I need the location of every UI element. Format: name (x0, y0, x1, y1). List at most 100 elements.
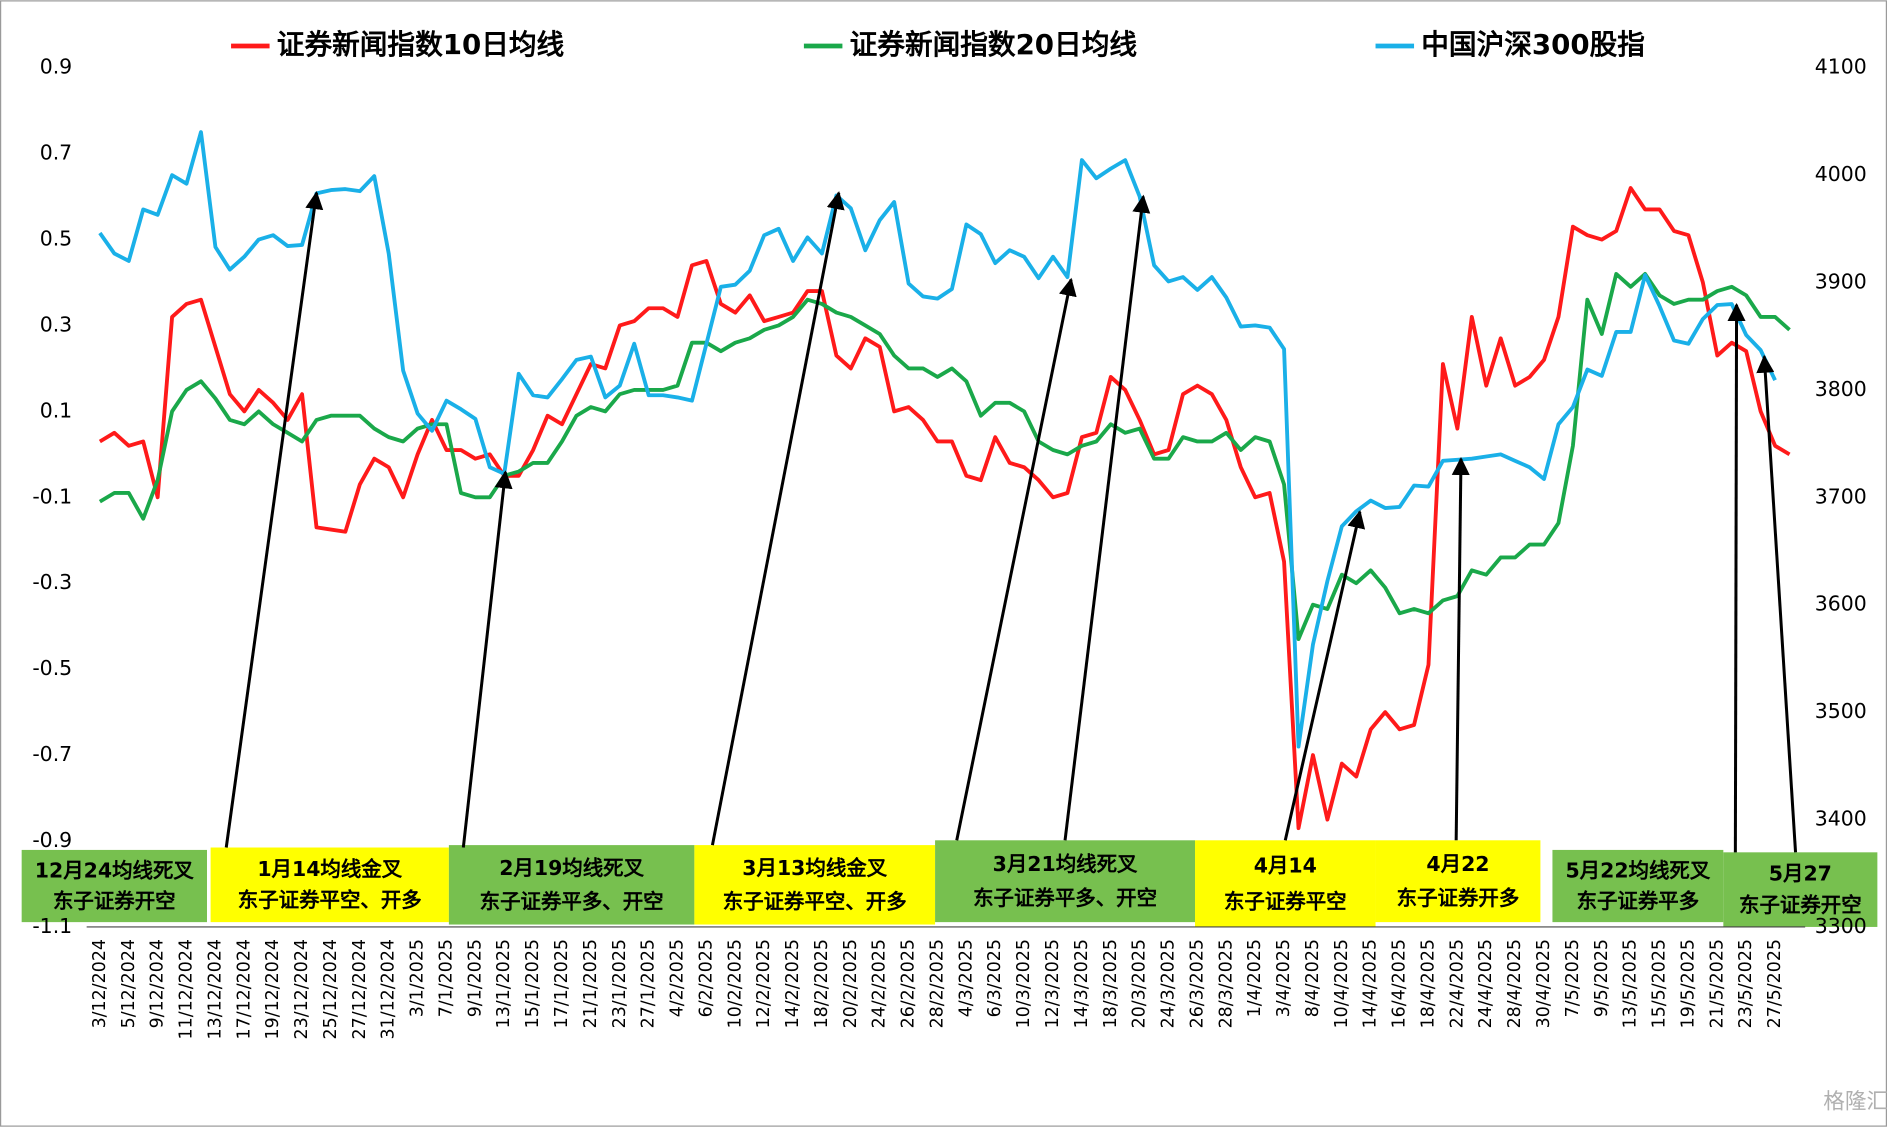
x-tick-label: 13/5/2025 (1621, 939, 1641, 1028)
y2-tick-label: 3900 (1815, 269, 1867, 293)
y2-tick-label: 3300 (1815, 914, 1867, 938)
annotation-arrow (224, 191, 324, 848)
x-tick-label: 7/1/2025 (436, 939, 456, 1017)
annotation-text: 东子证券平空、开多 (723, 889, 907, 913)
annotation-arrow (1756, 354, 1798, 853)
legend-label: 中国沪深300股指 (1421, 28, 1645, 61)
x-tick-label: 30/4/2025 (1534, 939, 1554, 1028)
legend-label: 证券新闻指数20日均线 (850, 28, 1138, 61)
x-tick-label: 28/2/2025 (927, 939, 947, 1028)
x-tick-label: 26/3/2025 (1187, 939, 1207, 1028)
annotation-arrow (1727, 302, 1746, 853)
x-tick-label: 4/3/2025 (956, 939, 976, 1017)
y2-tick-label: 3600 (1815, 592, 1867, 616)
series-layer (98, 130, 1791, 831)
annotation-box (1723, 852, 1878, 927)
x-tick-label: 5/12/2024 (119, 939, 139, 1028)
x-tick-label: 3/4/2025 (1274, 939, 1294, 1017)
x-tick-label: 15/1/2025 (523, 939, 543, 1028)
annotation-text: 东子证券平多 (1577, 889, 1700, 913)
annotation-text: 东子证券平多、开空 (480, 889, 664, 913)
y-tick-label: 0.5 (40, 227, 73, 251)
x-tick-label: 14/4/2025 (1361, 939, 1381, 1028)
series-line (98, 186, 1791, 831)
annotation-arrow (1451, 456, 1470, 841)
x-tick-label: 9/1/2025 (465, 939, 485, 1017)
x-tick-label: 6/2/2025 (696, 939, 716, 1017)
series-line (98, 272, 1791, 642)
y2-tick-label: 4100 (1815, 55, 1867, 79)
x-tick-label: 13/1/2025 (494, 939, 514, 1028)
y-tick-label: -0.1 (32, 484, 72, 508)
annotation-arrow (955, 277, 1077, 841)
x-tick-label: 11/12/2024 (177, 939, 197, 1040)
annotation-arrow (1283, 509, 1366, 841)
x-tick-label: 31/12/2024 (379, 939, 399, 1040)
annotation-text: 1月14均线金叉 (257, 857, 402, 881)
watermark: 格隆汇 (1823, 1090, 1887, 1115)
y2-tick-label: 4000 (1815, 162, 1867, 186)
annotation-text: 东子证券开空 (1739, 893, 1862, 917)
x-tick-label: 17/12/2024 (234, 939, 254, 1040)
annotation-text: 东子证券开多 (1397, 886, 1520, 910)
annotation-text: 东子证券平空 (1224, 890, 1347, 914)
annotation-text: 4月14 (1254, 853, 1317, 877)
annotation-arrow (1063, 194, 1151, 841)
annotation-box (1195, 840, 1376, 927)
x-tick-label: 17/1/2025 (552, 939, 572, 1028)
y2-tick-label: 3700 (1815, 484, 1867, 508)
annotation-box (694, 845, 936, 925)
x-tick-label: 20/3/2025 (1130, 939, 1150, 1028)
x-tick-label: 23/5/2025 (1736, 939, 1756, 1028)
x-tick-label: 26/2/2025 (899, 939, 919, 1028)
x-tick-label: 23/12/2024 (292, 939, 312, 1040)
y-tick-label: -0.3 (32, 570, 72, 594)
x-tick-label: 18/3/2025 (1101, 939, 1121, 1028)
x-tick-label: 25/12/2024 (321, 939, 341, 1040)
x-tick-label: 10/4/2025 (1332, 939, 1352, 1028)
annotation-box (1552, 849, 1724, 923)
annotation-text: 3月13均线金叉 (742, 856, 887, 880)
annotation-arrow (710, 191, 845, 846)
y2-tick-label: 3500 (1815, 699, 1867, 723)
annotation-box (21, 849, 207, 923)
x-tick-label: 10/3/2025 (1014, 939, 1034, 1028)
x-tick-label: 13/12/2024 (205, 939, 225, 1040)
x-tick-label: 27/5/2025 (1765, 939, 1785, 1028)
x-tick-label: 19/5/2025 (1678, 939, 1698, 1028)
x-tick-label: 19/12/2024 (263, 939, 283, 1040)
x-tick-label: 8/4/2025 (1303, 939, 1323, 1017)
x-tick-label: 9/5/2025 (1592, 939, 1612, 1017)
x-tick-label: 3/12/2024 (90, 939, 110, 1028)
y2-tick-label: 3400 (1815, 807, 1867, 831)
x-tick-label: 20/2/2025 (841, 939, 861, 1028)
annotation-text: 5月27 (1769, 862, 1832, 886)
annotation-text: 12月24均线死叉 (35, 859, 195, 883)
series-line (98, 130, 1777, 749)
x-tick-label: 24/4/2025 (1476, 939, 1496, 1028)
y2-tick-label: 3800 (1815, 377, 1867, 401)
annotation-text: 3月21均线死叉 (993, 852, 1138, 876)
x-tick-label: 10/2/2025 (725, 939, 745, 1028)
x-tick-label: 27/12/2024 (350, 939, 370, 1040)
y-tick-label: 0.3 (40, 312, 73, 336)
annotation-text: 东子证券平空、开多 (238, 888, 422, 912)
x-tick-label: 28/4/2025 (1505, 939, 1525, 1028)
x-tick-label: 23/1/2025 (610, 939, 630, 1028)
x-tick-label: 7/5/2025 (1563, 939, 1583, 1017)
x-tick-label: 16/4/2025 (1390, 939, 1410, 1028)
x-tick-label: 4/2/2025 (668, 939, 688, 1017)
annotation-box (448, 845, 695, 925)
y-tick-label: -0.9 (32, 828, 72, 852)
annotation-text: 2月19均线死叉 (499, 856, 644, 880)
y-tick-label: 0.1 (40, 398, 73, 422)
x-tick-label: 1/4/2025 (1245, 939, 1265, 1017)
annotation-box (1375, 840, 1541, 923)
x-tick-label: 14/2/2025 (783, 939, 803, 1028)
x-tick-label: 12/2/2025 (754, 939, 774, 1028)
x-tick-label: 18/4/2025 (1418, 939, 1438, 1028)
annotation-arrow (461, 470, 513, 848)
